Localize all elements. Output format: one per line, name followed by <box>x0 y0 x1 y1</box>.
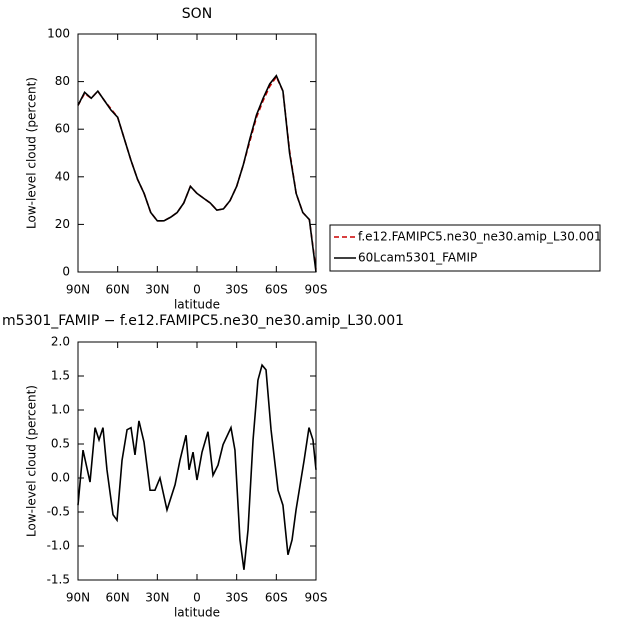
y-tick-label: 2.0 <box>51 335 70 349</box>
x-tick-label: 60N <box>106 283 130 297</box>
x-tick-label: 0 <box>193 283 201 297</box>
x-tick-label: 90N <box>66 591 90 605</box>
x-tick-label: 30N <box>145 591 169 605</box>
x-tick-label: 90S <box>305 591 328 605</box>
y-axis-label: Low-level cloud (percent) <box>25 77 39 229</box>
x-tick-label: 30S <box>225 283 248 297</box>
y-tick-label: 0 <box>62 265 70 279</box>
plot-frame <box>77 341 317 581</box>
x-tick-label: 0 <box>193 591 201 605</box>
y-tick-label: 1.0 <box>51 403 70 417</box>
y-tick-label: -0.5 <box>47 505 70 519</box>
y-tick-label: 0.0 <box>51 471 70 485</box>
y-tick-label: 60 <box>55 122 70 136</box>
y-tick-label: 20 <box>55 217 70 231</box>
x-tick-label: 60S <box>265 591 288 605</box>
x-tick-label: 30S <box>225 591 248 605</box>
y-tick-label: 0.5 <box>51 437 70 451</box>
series-line <box>77 74 317 273</box>
chart-title: SON <box>182 6 212 22</box>
legend-label: f.e12.FAMIPC5.ne30_ne30.amip_L30.001 <box>358 230 602 244</box>
chart-title: m5301_FAMIP − f.e12.FAMIPC5.ne30_ne30.am… <box>2 313 404 329</box>
x-tick-label: 30N <box>145 283 169 297</box>
x-axis-label: latitude <box>174 606 220 620</box>
y-tick-label: 80 <box>55 74 70 88</box>
series-line <box>77 363 317 570</box>
x-tick-label: 90S <box>305 283 328 297</box>
legend-box <box>329 224 601 272</box>
y-axis-label: Low-level cloud (percent) <box>25 385 39 537</box>
x-tick-label: 90N <box>66 283 90 297</box>
y-tick-label: 1.5 <box>51 369 70 383</box>
legend-label: 60Lcam5301_FAMIP <box>358 251 477 265</box>
x-tick-label: 60S <box>265 283 288 297</box>
x-axis-label: latitude <box>174 298 220 312</box>
plot-frame <box>77 33 317 273</box>
y-tick-label: -1.5 <box>47 573 70 587</box>
y-tick-label: -1.0 <box>47 539 70 553</box>
y-tick-label: 40 <box>55 169 70 183</box>
x-tick-label: 60N <box>106 591 130 605</box>
y-tick-label: 100 <box>47 27 70 41</box>
series-line <box>77 75 317 270</box>
